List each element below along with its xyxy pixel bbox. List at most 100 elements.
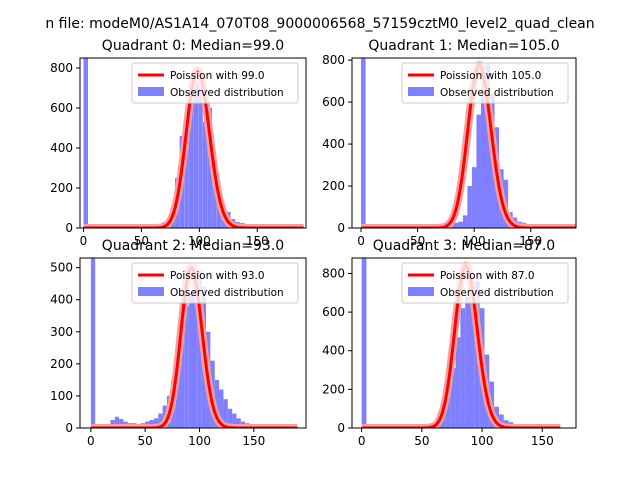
y-tick-label: 800 <box>322 266 345 280</box>
hist-bar <box>458 221 463 228</box>
x-tick-label: 150 <box>519 234 542 248</box>
hist-bar <box>214 379 220 428</box>
legend-bar-swatch <box>138 87 164 96</box>
legend-entry-observed: Observed distribution <box>440 287 554 299</box>
legend: Poission with 99.0 Observed distribution <box>131 62 299 104</box>
legend-entry-observed: Observed distribution <box>440 87 554 99</box>
legend-entry-poisson: Poission with 105.0 <box>440 70 541 82</box>
hist-bar <box>110 419 115 428</box>
x-tick-label: 50 <box>410 234 425 248</box>
x-tick-label: 50 <box>414 434 429 448</box>
axes-frame <box>351 257 577 429</box>
hist-bar <box>450 368 456 428</box>
hist-bar <box>455 337 461 428</box>
x-tick-label: 0 <box>357 234 365 248</box>
axes-frame <box>79 257 307 429</box>
hist-bar <box>83 58 88 228</box>
x-tick-label: 50 <box>138 434 153 448</box>
y-tick-label: 200 <box>322 179 345 193</box>
hist-bar <box>212 176 217 228</box>
plot-area <box>358 58 576 228</box>
hist-bar <box>188 76 194 228</box>
panel-2: 0 50 100 150 0 100 200 300 400 500 Quadrant 2: Med… <box>50 238 307 448</box>
x-tick-label: 150 <box>531 434 554 448</box>
legend-entry-poisson: Poission with 93.0 <box>170 270 265 282</box>
hist-bar <box>476 114 481 228</box>
axes-frame <box>351 57 577 229</box>
hist-bar <box>227 408 233 428</box>
panel-title: Quadrant 1: Median=105.0 <box>368 38 559 54</box>
panel-title: Quadrant 2: Median=93.0 <box>102 238 284 254</box>
hist-bar <box>188 293 193 428</box>
hist-bar <box>470 294 475 428</box>
hist-bar <box>232 413 237 428</box>
hist-bar <box>219 389 224 428</box>
legend-box <box>131 262 299 304</box>
hist-bar <box>193 264 198 428</box>
hist-bar <box>445 389 451 428</box>
legend: Poission with 93.0 Observed distribution <box>131 262 299 304</box>
y-tick-label: 600 <box>50 101 73 115</box>
y-tick-label: 200 <box>50 357 73 371</box>
legend-entry-observed: Observed distribution <box>170 287 284 299</box>
hist-bar <box>175 363 180 428</box>
hist-bar <box>467 186 472 228</box>
hist-bar <box>465 296 471 428</box>
hist-bar <box>498 414 504 428</box>
hist-bar <box>361 58 366 228</box>
y-tick-label: 200 <box>50 181 73 195</box>
legend: Poission with 87.0 Observed distribution <box>401 262 569 304</box>
legend-bar-swatch <box>138 287 164 296</box>
legend-entry-poisson: Poission with 87.0 <box>440 270 535 282</box>
x-tick-label: 0 <box>87 434 95 448</box>
x-tick-label: 100 <box>463 234 486 248</box>
y-tick-label: 0 <box>65 421 73 435</box>
x-tick-label: 0 <box>80 234 88 248</box>
hist-bar <box>90 258 96 428</box>
legend-entry-observed: Observed distribution <box>170 87 284 99</box>
y-tick-label: 800 <box>50 61 73 75</box>
hist-bar <box>453 222 459 228</box>
axes-frame <box>79 57 307 229</box>
hist-bar <box>480 76 486 228</box>
hist-bar <box>184 306 189 428</box>
y-tick-label: 600 <box>322 305 345 319</box>
x-tick-label: 150 <box>242 434 265 448</box>
hist-bar <box>202 122 208 228</box>
hist-bar <box>207 108 213 228</box>
hist-bar <box>198 72 203 228</box>
y-tick-label: 800 <box>322 53 345 67</box>
hist-bar <box>158 413 163 428</box>
hist-bar <box>236 418 241 428</box>
panel-1: 0 50 100 150 0 200 400 600 800 Quadrant 1: Median… <box>322 38 577 248</box>
y-tick-label: 100 <box>50 389 73 403</box>
panels-layer: 0 50 100 150 0 200 400 600 800 Quadrant 0: Median… <box>50 38 577 448</box>
legend-bar-swatch <box>408 87 434 96</box>
x-tick-label: 100 <box>471 434 494 448</box>
legend-box <box>401 62 569 104</box>
panel-3: 0 50 100 150 0 200 400 600 800 Quadrant 3: Median… <box>322 238 577 448</box>
y-tick-label: 400 <box>50 141 73 155</box>
panel-title: Quadrant 0: Median=99.0 <box>102 38 284 54</box>
hist-bar <box>471 167 477 228</box>
legend: Poission with 105.0 Observed distribution <box>401 62 569 104</box>
panel-title: Quadrant 3: Median=87.0 <box>373 238 555 254</box>
hist-bar <box>361 258 367 428</box>
y-tick-label: 200 <box>322 382 345 396</box>
hist-bar <box>462 215 468 228</box>
hist-bar <box>184 126 189 228</box>
legend-box <box>131 62 299 104</box>
hist-bar <box>179 341 185 428</box>
hist-bar <box>460 308 466 428</box>
x-tick-label: 0 <box>358 434 366 448</box>
y-tick-label: 400 <box>322 137 345 151</box>
hist-bar <box>114 416 120 428</box>
hist-bar <box>119 419 124 428</box>
y-tick-label: 400 <box>322 344 345 358</box>
y-tick-label: 0 <box>337 421 345 435</box>
y-tick-label: 500 <box>50 261 73 275</box>
figure-suptitle: n file: modeM0/AS1A14_070T08_9000006568_… <box>45 16 594 32</box>
hist-bar <box>153 418 159 428</box>
legend-bar-swatch <box>408 287 434 296</box>
